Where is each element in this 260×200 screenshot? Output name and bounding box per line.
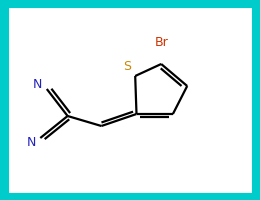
Text: Br: Br <box>154 36 168 48</box>
Text: N: N <box>33 78 42 90</box>
Text: N: N <box>27 136 36 148</box>
Text: S: S <box>124 60 131 73</box>
